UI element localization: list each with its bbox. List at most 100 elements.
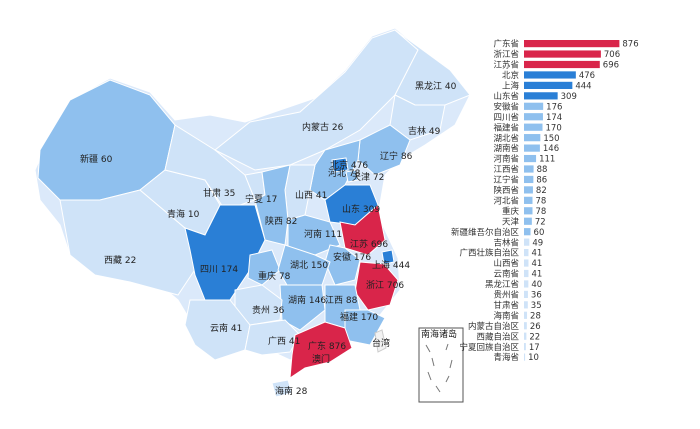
bar-value-label: 88	[537, 165, 548, 175]
label-jiangsu: 江苏 696	[350, 238, 388, 250]
map-regions	[37, 29, 471, 398]
region-taiwan[interactable]	[374, 329, 387, 353]
bar[interactable]	[524, 154, 537, 163]
region-guangxi[interactable]	[244, 319, 301, 356]
bar-value-label: 174	[546, 113, 562, 123]
region-xizang[interactable]	[59, 189, 201, 296]
label-zhejiang: 浙江 706	[366, 279, 404, 291]
bar-category-label: 福建省	[493, 122, 519, 133]
bar-value-label: 176	[546, 102, 562, 112]
bar[interactable]	[524, 353, 526, 361]
bar[interactable]	[524, 165, 534, 173]
bar[interactable]	[524, 60, 600, 69]
bar[interactable]	[524, 102, 544, 110]
bar[interactable]	[524, 228, 531, 236]
bar[interactable]	[524, 280, 529, 288]
bar[interactable]	[524, 113, 543, 121]
bar[interactable]	[524, 186, 533, 194]
bar[interactable]	[524, 301, 528, 309]
bar-category-label: 吉林省	[493, 237, 519, 248]
bar[interactable]	[524, 144, 540, 152]
bar-category-label: 上海	[502, 81, 520, 92]
bar-value-label: 78	[535, 207, 546, 217]
bar-value-label: 876	[622, 40, 638, 50]
label-tianjin: 天津 72	[352, 172, 384, 183]
bar[interactable]	[524, 238, 530, 246]
label-ningxia: 宁夏 17	[245, 193, 277, 205]
bar-category-label: 四川省	[493, 112, 519, 123]
bar-value-label: 22	[529, 332, 540, 342]
bar-value-label: 86	[536, 176, 547, 186]
bar-category-label: 河南省	[493, 154, 519, 165]
bar-category-label: 贵州省	[493, 290, 519, 301]
bar[interactable]	[524, 207, 533, 215]
region-yunnan[interactable]	[184, 299, 251, 361]
region-beijing[interactable]	[331, 157, 349, 173]
label-hubei: 湖北 150	[290, 260, 328, 271]
bar-value-label: 111	[539, 155, 555, 165]
bar-category-label: 重庆	[502, 206, 520, 217]
bar-value-label: 78	[535, 196, 546, 206]
bar[interactable]	[524, 92, 558, 100]
bar[interactable]	[524, 311, 528, 319]
label-xinjiang: 新疆 60	[80, 153, 113, 165]
bar-value-label: 41	[531, 259, 542, 269]
bar-category-label: 黑龙江省	[485, 279, 520, 290]
bar[interactable]	[524, 40, 620, 48]
bar-category-label: 河北省	[493, 195, 519, 206]
bar-category-label: 陕西省	[493, 185, 519, 196]
bar[interactable]	[524, 332, 527, 340]
bar-value-label: 696	[603, 61, 619, 71]
bar[interactable]	[524, 343, 526, 351]
bar[interactable]	[524, 217, 532, 225]
bar[interactable]	[524, 81, 573, 89]
south-china-sea-inset: 南海诸岛	[418, 327, 464, 403]
bar[interactable]	[524, 290, 528, 298]
bar-category-label: 浙江省	[493, 49, 519, 60]
bar[interactable]	[524, 269, 529, 278]
label-aomen: 澳门	[312, 353, 330, 365]
region-chongqing[interactable]	[247, 249, 281, 286]
bar[interactable]	[524, 50, 601, 58]
bar-value-label: 60	[534, 228, 545, 238]
bar-value-label: 36	[531, 291, 542, 301]
bar-value-label: 35	[531, 301, 542, 311]
bar-value-label: 82	[536, 186, 547, 196]
bar[interactable]	[524, 134, 541, 142]
label-hebei: 河北 78	[328, 167, 361, 179]
label-neimenggu: 内蒙古 26	[302, 121, 344, 133]
bar-value-label: 41	[531, 270, 542, 280]
bar[interactable]	[524, 322, 527, 330]
bar-value-label: 72	[535, 217, 546, 227]
bar-value-label: 444	[575, 82, 591, 92]
bar-value-label: 706	[604, 50, 620, 60]
bar-category-label: 云南省	[493, 269, 519, 280]
bar-category-label: 江苏省	[493, 60, 519, 71]
label-guangdong: 广东 876	[308, 340, 346, 352]
label-taiwan: 台湾	[372, 337, 390, 349]
bar-category-label: 广西壮族自治区	[459, 248, 519, 259]
bar[interactable]	[524, 259, 529, 267]
bar[interactable]	[524, 175, 534, 184]
label-chongqing: 重庆 78	[258, 270, 291, 282]
region-hainan[interactable]	[271, 379, 293, 398]
region-guangdong[interactable]	[289, 321, 353, 379]
label-xizang: 西藏 22	[104, 254, 136, 266]
bar[interactable]	[524, 249, 529, 257]
bar-category-label: 湖南省	[493, 143, 519, 154]
bar-category-label: 山东省	[493, 91, 519, 102]
bar-value-label: 150	[543, 134, 559, 144]
region-shanghai[interactable]	[381, 249, 395, 265]
bar[interactable]	[524, 196, 533, 204]
bar-value-label: 40	[531, 280, 542, 290]
bar-value-label: 26	[530, 322, 541, 332]
region-hunan[interactable]	[279, 284, 326, 331]
bar[interactable]	[524, 123, 543, 131]
bar-value-label: 309	[561, 92, 577, 102]
label-guangxi: 广西 41	[268, 335, 300, 347]
bar[interactable]	[524, 71, 576, 79]
label-guizhou: 贵州 36	[252, 304, 285, 316]
region-tianjin[interactable]	[345, 169, 359, 183]
bar-category-label: 北京	[502, 70, 519, 81]
